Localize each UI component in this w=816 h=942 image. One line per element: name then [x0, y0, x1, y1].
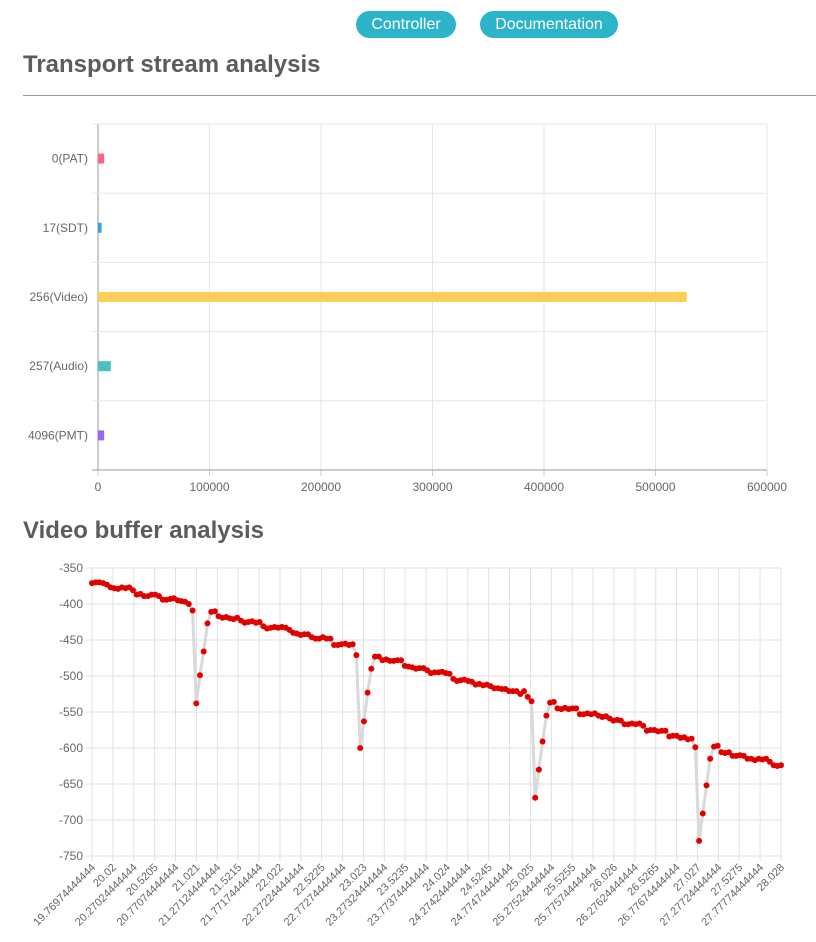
- buffer-point: [699, 810, 706, 817]
- y-tick-label: -550: [59, 705, 83, 719]
- y-tick-label: 257(Audio): [29, 359, 88, 373]
- buffer-point: [543, 712, 550, 719]
- buffer-point: [189, 607, 196, 614]
- buffer-point: [688, 735, 695, 742]
- x-tick-label: 400000: [524, 480, 564, 494]
- y-tick-label: 4096(PMT): [28, 428, 88, 442]
- transport-section-title: Transport stream analysis: [23, 51, 321, 78]
- buffer-point: [204, 620, 211, 627]
- buffer-point: [778, 762, 784, 769]
- buffer-point: [535, 766, 542, 773]
- bar: [98, 153, 105, 164]
- buffer-point: [256, 619, 263, 625]
- buffer-point: [211, 608, 218, 615]
- buffer-point: [524, 693, 531, 700]
- buffer-point: [353, 652, 360, 659]
- buffer-point: [640, 722, 647, 729]
- bar: [98, 292, 687, 302]
- buffer-point: [707, 755, 714, 762]
- bar: [98, 361, 111, 372]
- y-tick-label: 0(PAT): [52, 152, 88, 166]
- buffer-point: [360, 718, 367, 725]
- documentation-button[interactable]: Documentation: [480, 11, 618, 38]
- controller-button[interactable]: Controller: [356, 11, 456, 38]
- buffer-point: [766, 758, 773, 765]
- y-tick-label: -600: [59, 741, 83, 755]
- buffer-point: [327, 635, 334, 642]
- buffer-point: [532, 794, 539, 801]
- video-buffer-chart: -350-400-450-500-550-600-650-700-75019.7…: [31, 561, 787, 929]
- y-tick-label: 256(Video): [30, 290, 89, 304]
- bar: [98, 222, 102, 233]
- y-tick-label: -750: [59, 849, 83, 863]
- y-tick-label: -500: [59, 669, 83, 683]
- section-divider: [23, 95, 816, 96]
- buffer-point: [156, 593, 162, 600]
- buffer-point: [200, 648, 207, 655]
- buffer-point: [349, 641, 356, 648]
- buffer-point: [368, 665, 375, 672]
- bar: [98, 430, 105, 441]
- buffer-point: [662, 727, 669, 734]
- buffer-point: [398, 657, 405, 664]
- buffer-point: [692, 744, 699, 751]
- y-tick-label: -650: [59, 777, 83, 791]
- buffer-point: [573, 705, 580, 712]
- y-tick-label: 17(SDT): [43, 221, 88, 235]
- buffer-point: [130, 587, 136, 594]
- buffer-point: [617, 717, 624, 724]
- x-tick-label: 200000: [301, 480, 341, 494]
- buffer-point: [185, 601, 192, 607]
- buffer-point: [375, 653, 382, 660]
- buffer-point: [521, 688, 527, 695]
- buffer-point: [696, 837, 703, 844]
- x-tick-label: 600000: [747, 480, 787, 494]
- buffer-point: [193, 700, 200, 707]
- buffer-point: [357, 745, 364, 751]
- transport-bar-chart: 0 100000 200000 300000 400000 500000 600000 0(P…: [28, 123, 787, 494]
- x-tick-label: 500000: [635, 480, 675, 494]
- buffer-point: [714, 742, 721, 749]
- y-tick-label: -700: [59, 813, 83, 827]
- y-tick-label: -400: [59, 597, 83, 611]
- buffer-section-title: Video buffer analysis: [23, 517, 264, 544]
- y-tick-label: -350: [59, 561, 83, 575]
- buffer-point: [197, 672, 203, 679]
- buffer-point: [446, 670, 453, 677]
- x-tick-label: 100000: [189, 480, 229, 494]
- buffer-point: [528, 698, 535, 705]
- x-tick-label: 300000: [412, 480, 452, 494]
- buffer-point: [539, 738, 546, 745]
- buffer-point: [725, 749, 732, 756]
- buffer-point: [364, 689, 371, 696]
- buffer-point: [550, 698, 557, 705]
- buffer-point: [703, 782, 710, 789]
- x-tick-label: 0: [95, 480, 102, 494]
- y-tick-label: -450: [59, 633, 83, 647]
